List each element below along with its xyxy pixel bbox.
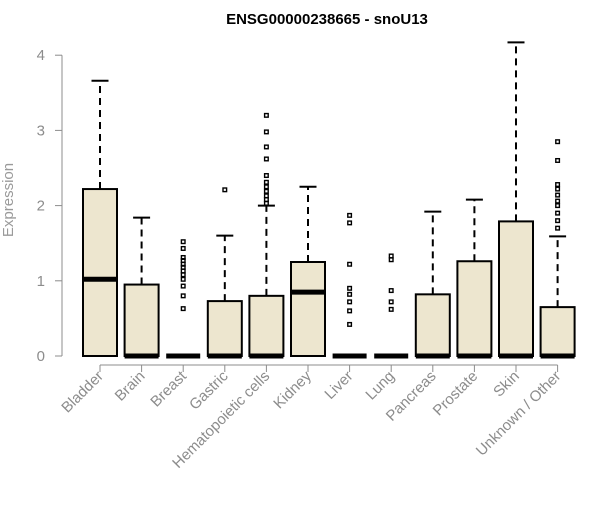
box-group — [539, 139, 576, 359]
outlier-point — [555, 210, 561, 216]
box — [123, 283, 160, 357]
x-tick-label: Kidney — [270, 367, 315, 412]
outlier-point — [555, 192, 561, 198]
outlier-point — [180, 239, 186, 245]
box-group — [414, 210, 451, 359]
box-group — [290, 185, 326, 357]
outlier-point — [347, 299, 353, 305]
outlier-point — [180, 293, 186, 299]
outlier-point — [180, 272, 186, 278]
outlier-point — [180, 306, 186, 312]
outlier-point — [555, 182, 561, 188]
outlier-point — [347, 285, 353, 291]
y-tick-label: 2 — [37, 198, 45, 215]
box — [290, 261, 326, 357]
outlier-point — [555, 157, 561, 163]
box-group — [166, 239, 201, 359]
outlier-point — [180, 276, 186, 282]
box — [206, 300, 243, 358]
outlier-point — [263, 156, 269, 162]
x-tick-label: Bladder — [58, 368, 107, 417]
outlier-point — [180, 283, 186, 289]
box — [414, 293, 451, 357]
box — [539, 306, 576, 357]
outlier-point — [555, 186, 561, 192]
outlier-point — [347, 321, 353, 327]
x-tick-label: Skin — [490, 368, 523, 401]
box-group — [123, 216, 160, 359]
outlier-point — [180, 254, 186, 260]
plot-area — [82, 41, 576, 359]
y-tick-label: 3 — [37, 122, 45, 139]
y-tick-label: 4 — [37, 47, 45, 64]
outlier-point — [263, 129, 269, 135]
outlier-point — [263, 193, 269, 199]
outlier-point — [555, 203, 561, 209]
outlier-point — [555, 225, 561, 231]
outlier-point — [388, 306, 394, 312]
box-group — [248, 112, 285, 359]
box-group — [374, 253, 409, 359]
outlier-point — [263, 184, 269, 190]
outlier-point — [388, 288, 394, 294]
box — [498, 220, 534, 357]
outlier-point — [180, 268, 186, 274]
outlier-point — [263, 200, 269, 206]
outlier-point — [555, 198, 561, 204]
box — [456, 260, 493, 357]
outlier-point — [347, 291, 353, 297]
outlier-point — [347, 261, 353, 267]
x-tick-label: Breast — [147, 367, 190, 410]
box — [82, 188, 118, 357]
x-tick-label: Lung — [362, 368, 398, 404]
y-tick-label: 0 — [37, 348, 45, 365]
outlier-point — [347, 220, 353, 226]
outlier-point — [263, 144, 269, 150]
x-tick-label: Brain — [112, 368, 149, 405]
box-group — [82, 79, 118, 357]
box-group — [498, 41, 534, 359]
outlier-point — [555, 218, 561, 224]
outlier-point — [263, 112, 269, 118]
outlier-point — [222, 187, 228, 193]
y-axis-label: Expression — [0, 163, 17, 237]
outlier-point — [263, 173, 269, 179]
y-axis: 0 1 2 3 4 — [37, 47, 63, 365]
box-group — [206, 187, 243, 359]
box-group — [332, 212, 367, 359]
x-tick-label: Liver — [321, 368, 356, 403]
outlier-point — [263, 188, 269, 194]
chart-title: ENSG00000238665 - snoU13 — [226, 11, 428, 28]
outlier-point — [388, 299, 394, 305]
y-tick-label: 1 — [37, 273, 45, 290]
box — [248, 294, 285, 357]
outlier-point — [263, 179, 269, 185]
outlier-point — [347, 308, 353, 314]
outlier-point — [180, 245, 186, 251]
x-tick-label: Prostate — [430, 368, 482, 420]
outlier-point — [555, 139, 561, 145]
outlier-point — [388, 253, 394, 259]
box-group — [456, 198, 493, 359]
outlier-point — [347, 212, 353, 218]
